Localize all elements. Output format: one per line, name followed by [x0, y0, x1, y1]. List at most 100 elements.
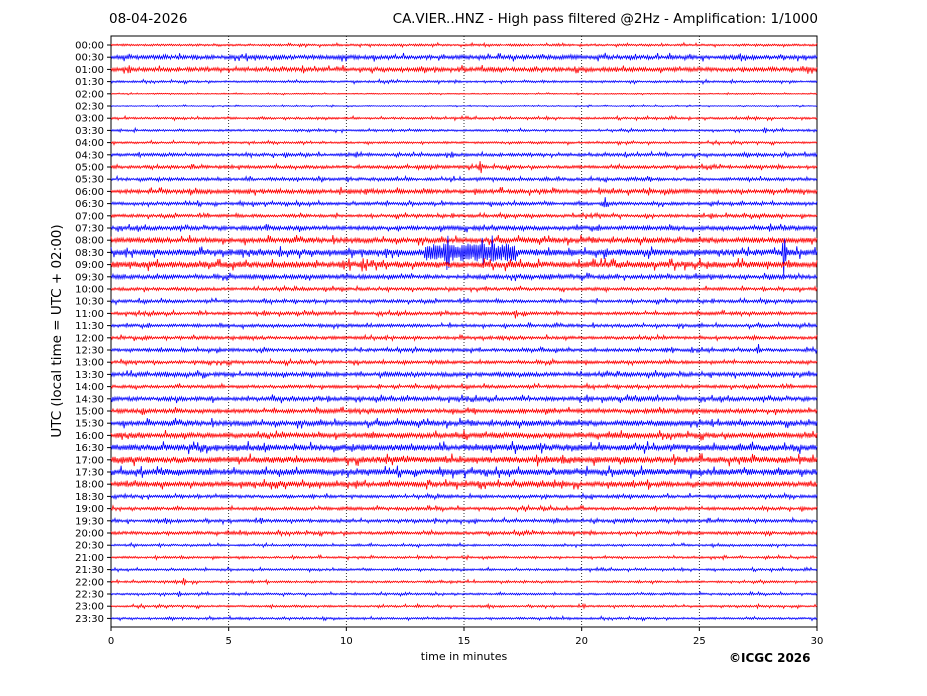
y-tick-label: 16:00 [75, 431, 104, 442]
trace-1100 [110, 308, 818, 319]
y-axis-label: UTC (local time = UTC + 02:00) [49, 224, 65, 438]
trace-0700 [110, 211, 818, 221]
trace-0400 [110, 139, 818, 146]
y-tick-label: 00:30 [75, 53, 104, 64]
y-tick-label: 05:30 [75, 175, 104, 186]
trace-1130 [110, 321, 818, 331]
x-tick-label: 10 [340, 636, 353, 647]
grid-lines [228, 36, 700, 627]
trace-2000 [110, 528, 818, 538]
y-tick-label: 15:00 [75, 407, 104, 418]
y-tick-label: 22:30 [75, 590, 104, 601]
trace-0300 [110, 114, 818, 122]
x-axis: 0 5 10 15 20 25 30 [108, 627, 824, 647]
y-tick-label: 21:00 [75, 553, 104, 564]
y-tick-label: 03:00 [75, 114, 104, 125]
trace-0230 [110, 104, 818, 108]
y-tick-label: 12:30 [75, 346, 104, 357]
traces [110, 41, 818, 622]
trace-1530 [110, 417, 818, 429]
trace-1800 [110, 478, 818, 490]
y-tick-label: 22:00 [75, 577, 104, 588]
trace-0330 [110, 126, 818, 134]
y-tick-label: 04:00 [75, 138, 104, 149]
trace-0630 [110, 197, 818, 208]
trace-1700 [110, 453, 818, 467]
copyright: ©ICGC 2026 [729, 651, 811, 665]
x-axis-label: time in minutes [420, 650, 508, 663]
y-tick-label: 20:00 [75, 529, 104, 540]
y-tick-label: 02:00 [75, 89, 104, 100]
trace-1830 [110, 491, 818, 501]
y-tick-label: 11:30 [75, 321, 104, 332]
y-tick-label: 16:30 [75, 443, 104, 454]
y-tick-label: 18:30 [75, 492, 104, 503]
y-tick-label: 05:00 [75, 163, 104, 174]
trace-0800 [110, 234, 818, 246]
x-tick-label: 25 [693, 636, 706, 647]
trace-2300 [110, 602, 818, 610]
y-tick-label: 23:30 [75, 614, 104, 625]
y-tick-label: 13:30 [75, 370, 104, 381]
plot-frame [110, 35, 818, 628]
trace-0530 [110, 174, 818, 183]
trace-1000 [110, 284, 818, 294]
y-tick-label: 14:30 [75, 394, 104, 405]
trace-0000 [110, 41, 818, 49]
trace-1630 [110, 441, 818, 455]
trace-0600 [110, 186, 818, 196]
trace-1430 [110, 394, 818, 404]
y-tick-label: 13:00 [75, 358, 104, 369]
trace-2100 [110, 553, 818, 562]
trace-1200 [110, 333, 818, 343]
y-tick-label: 08:30 [75, 248, 104, 259]
y-tick-label: 10:30 [75, 297, 104, 308]
y-tick-label: 19:00 [75, 504, 104, 515]
y-tick-label: 04:30 [75, 150, 104, 161]
y-tick-label: 08:00 [75, 236, 104, 247]
x-tick-label: 5 [225, 636, 231, 647]
y-tick-label: 07:30 [75, 224, 104, 235]
y-tick-label: 17:30 [75, 468, 104, 479]
trace-1500 [110, 406, 818, 416]
trace-1930 [110, 516, 818, 526]
trace-1400 [110, 382, 818, 392]
trace-0130 [110, 78, 818, 86]
trace-0030 [110, 52, 818, 62]
trace-2230 [110, 590, 818, 598]
trace-0830 [110, 235, 818, 276]
trace-0930 [110, 272, 818, 282]
y-tick-label: 00:00 [75, 41, 104, 52]
trace-1730 [110, 465, 818, 479]
x-tick-label: 0 [108, 636, 114, 647]
y-tick-label: 15:30 [75, 419, 104, 430]
y-tick-label: 06:00 [75, 187, 104, 198]
trace-0500 [110, 161, 818, 174]
x-tick-label: 30 [811, 636, 824, 647]
trace-1230 [110, 344, 818, 355]
y-tick-label: 19:30 [75, 516, 104, 527]
y-tick-label: 21:30 [75, 565, 104, 576]
y-tick-label: 14:00 [75, 382, 104, 393]
trace-2030 [110, 541, 818, 549]
x-tick-label: 20 [575, 636, 588, 647]
y-tick-label: 01:00 [75, 65, 104, 76]
y-tick-label: 10:00 [75, 285, 104, 296]
trace-0730 [110, 223, 818, 233]
x-tick-label: 15 [458, 636, 471, 647]
trace-2330 [110, 614, 818, 622]
trace-0900 [110, 258, 818, 272]
trace-1030 [110, 296, 818, 306]
y-tick-label: 06:30 [75, 199, 104, 210]
trace-0200 [110, 91, 818, 96]
trace-2130 [110, 566, 818, 574]
chart-title: CA.VIER..HNZ - High pass filtered @2Hz -… [392, 11, 818, 27]
y-tick-label: 01:30 [75, 77, 104, 88]
trace-0430 [110, 150, 818, 160]
y-tick-label: 11:00 [75, 309, 104, 320]
y-tick-label: 18:00 [75, 480, 104, 491]
y-tick-label: 17:00 [75, 455, 104, 466]
trace-1330 [110, 370, 818, 379]
